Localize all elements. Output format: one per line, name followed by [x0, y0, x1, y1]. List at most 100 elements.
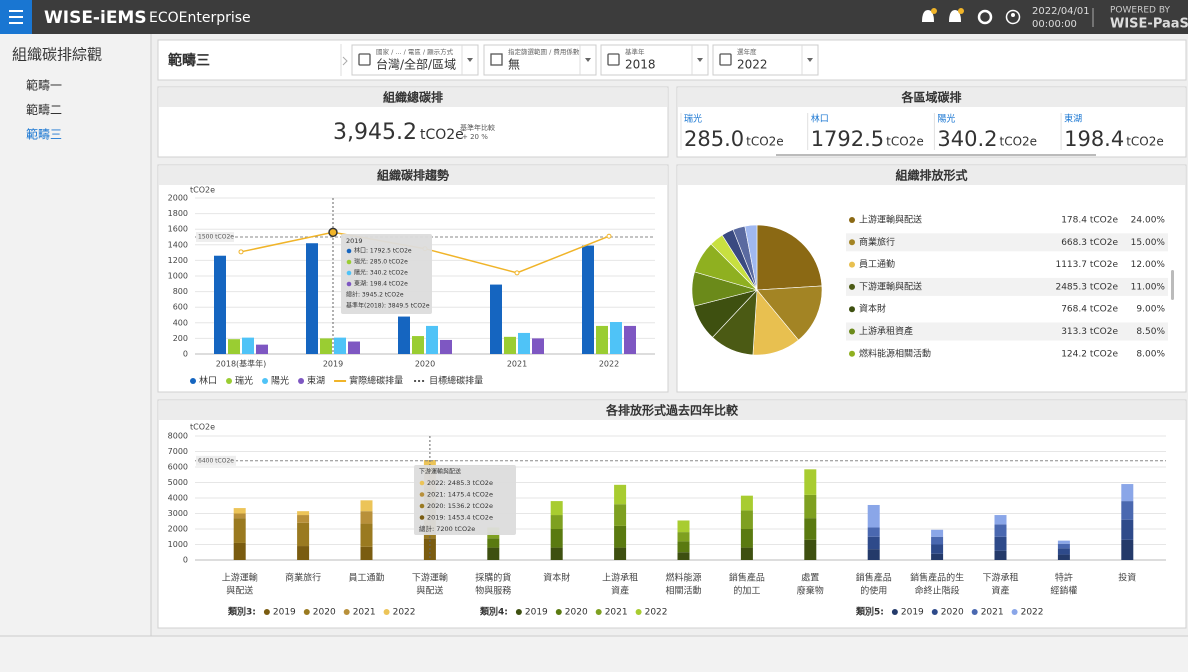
filter-value: 2022 — [737, 58, 768, 72]
region-name: 林口 — [811, 113, 829, 125]
bell-icon[interactable] — [949, 10, 961, 22]
list-name: 商業旅行 — [859, 236, 895, 248]
stacked-bar — [297, 515, 310, 523]
stacked-bar — [867, 549, 880, 560]
date: 2022/04/01 — [1032, 6, 1090, 17]
sidebar-item[interactable]: 範疇三 — [26, 127, 62, 142]
panel-header — [159, 88, 667, 107]
stacked-bar — [233, 542, 246, 560]
tooltip-bullet — [419, 480, 425, 486]
stacked-bar — [233, 513, 246, 519]
x-tick-label: 的加工 — [733, 585, 760, 597]
tooltip-row: 林口: 1792.5 tCO2e — [354, 247, 412, 255]
bar — [490, 284, 502, 354]
bar — [214, 255, 226, 354]
bar — [582, 245, 594, 354]
user-icon-head — [1011, 13, 1015, 17]
region-value: 340.2 — [937, 127, 997, 151]
x-tick-label: 銷售產品的生 — [910, 572, 964, 584]
legend-label: 2022 — [645, 608, 668, 618]
filter-box[interactable] — [351, 44, 479, 76]
target-label: 6400 tCO2e — [198, 457, 234, 464]
y-unit: tCO2e — [190, 423, 215, 432]
y-tick-label: 1400 — [168, 240, 188, 249]
line-point — [514, 270, 520, 276]
y-tick-label: 8000 — [168, 432, 188, 441]
x-tick-label: 商業旅行 — [285, 572, 321, 584]
footer — [0, 636, 1188, 672]
target-label-bg — [196, 232, 234, 242]
tooltip-bullet — [346, 270, 352, 276]
filter-icon — [607, 53, 620, 66]
x-tick-label: 命終止階段 — [915, 585, 960, 597]
legend-swatch — [931, 609, 938, 615]
y-tick-label: 7000 — [168, 447, 188, 456]
x-tick-label: 燃料能源 — [665, 572, 701, 584]
sidebar — [0, 34, 151, 636]
settings-icon[interactable] — [977, 9, 993, 25]
y-tick-label: 1000 — [168, 540, 188, 549]
tooltip — [414, 465, 516, 535]
target-label: 1500 tCO2e — [198, 234, 234, 241]
list-percent: 9.00% — [1136, 305, 1165, 315]
bar — [320, 338, 332, 354]
filter-box[interactable] — [483, 44, 597, 76]
legend-label: 2019 — [901, 608, 924, 618]
legend-label: 2022 — [1021, 608, 1044, 618]
sidebar-item[interactable]: 範疇二 — [26, 102, 62, 117]
notification-dot — [958, 8, 964, 14]
stacked-bar — [931, 544, 944, 554]
y-tick-label: 600 — [173, 303, 188, 312]
x-tick-label: 廢棄物 — [797, 585, 824, 597]
tooltip-row: 總計: 7200 tCO2e — [419, 524, 475, 533]
list-scrollbar[interactable] — [1171, 270, 1174, 300]
x-tick-label: 物與服務 — [475, 585, 511, 597]
stacked-bar — [614, 504, 627, 526]
legend-swatch — [595, 609, 602, 615]
tooltip-row: 2021: 1475.4 tCO2e — [427, 491, 493, 499]
x-tick-label: 下游運輸 — [412, 572, 448, 584]
stacked-bar — [487, 532, 500, 539]
stacked-bar — [867, 527, 880, 537]
x-tick-label: 上游運輸 — [222, 572, 258, 584]
filter-value: 2018 — [625, 58, 656, 72]
legend-swatch — [226, 378, 233, 384]
list-percent: 24.00% — [1131, 216, 1166, 226]
scope-title: 範疇三 — [168, 52, 210, 69]
y-tick-label: 0 — [183, 350, 188, 359]
list-value: 178.4 tCO2e — [1061, 216, 1118, 226]
x-tick-label: 與配送 — [416, 585, 443, 597]
filter-icon — [358, 53, 371, 66]
bar — [242, 337, 254, 354]
y-unit: tCO2e — [190, 186, 215, 195]
bar — [306, 243, 318, 354]
line-point — [606, 233, 612, 239]
x-tick-label: 特許 — [1055, 572, 1073, 584]
y-tick-label: 3000 — [168, 509, 188, 518]
stacked-bar — [297, 511, 310, 516]
list-bullet — [849, 350, 855, 357]
filter-dropdown-arrow — [807, 58, 813, 62]
brand: WISE-iEMS — [44, 8, 147, 28]
stacked-bar — [360, 523, 373, 547]
tooltip-row: 基準年(2018): 3849.5 tCO2e — [346, 302, 430, 310]
stacked-bar — [487, 547, 500, 560]
line-point — [328, 227, 338, 238]
bell-icon[interactable] — [922, 10, 934, 22]
legend-swatch — [298, 378, 305, 384]
user-icon[interactable] — [1005, 9, 1021, 25]
filter-dropdown-arrow — [467, 58, 473, 62]
filter-label: 選年度 — [737, 47, 757, 56]
list-name: 資本財 — [859, 303, 886, 315]
sidebar-item[interactable]: 範疇一 — [26, 78, 62, 93]
x-tick-label: 銷售產品 — [856, 572, 892, 584]
legend-group-label: 類別4: — [479, 606, 508, 618]
target-label-bg — [196, 455, 236, 466]
legend-swatch — [383, 609, 390, 615]
legend-group-label: 類別3: — [227, 606, 256, 618]
panel-header — [678, 166, 1185, 185]
legend-label: 2019 — [525, 608, 548, 618]
y-tick-label: 400 — [173, 318, 188, 327]
bar — [610, 322, 622, 354]
